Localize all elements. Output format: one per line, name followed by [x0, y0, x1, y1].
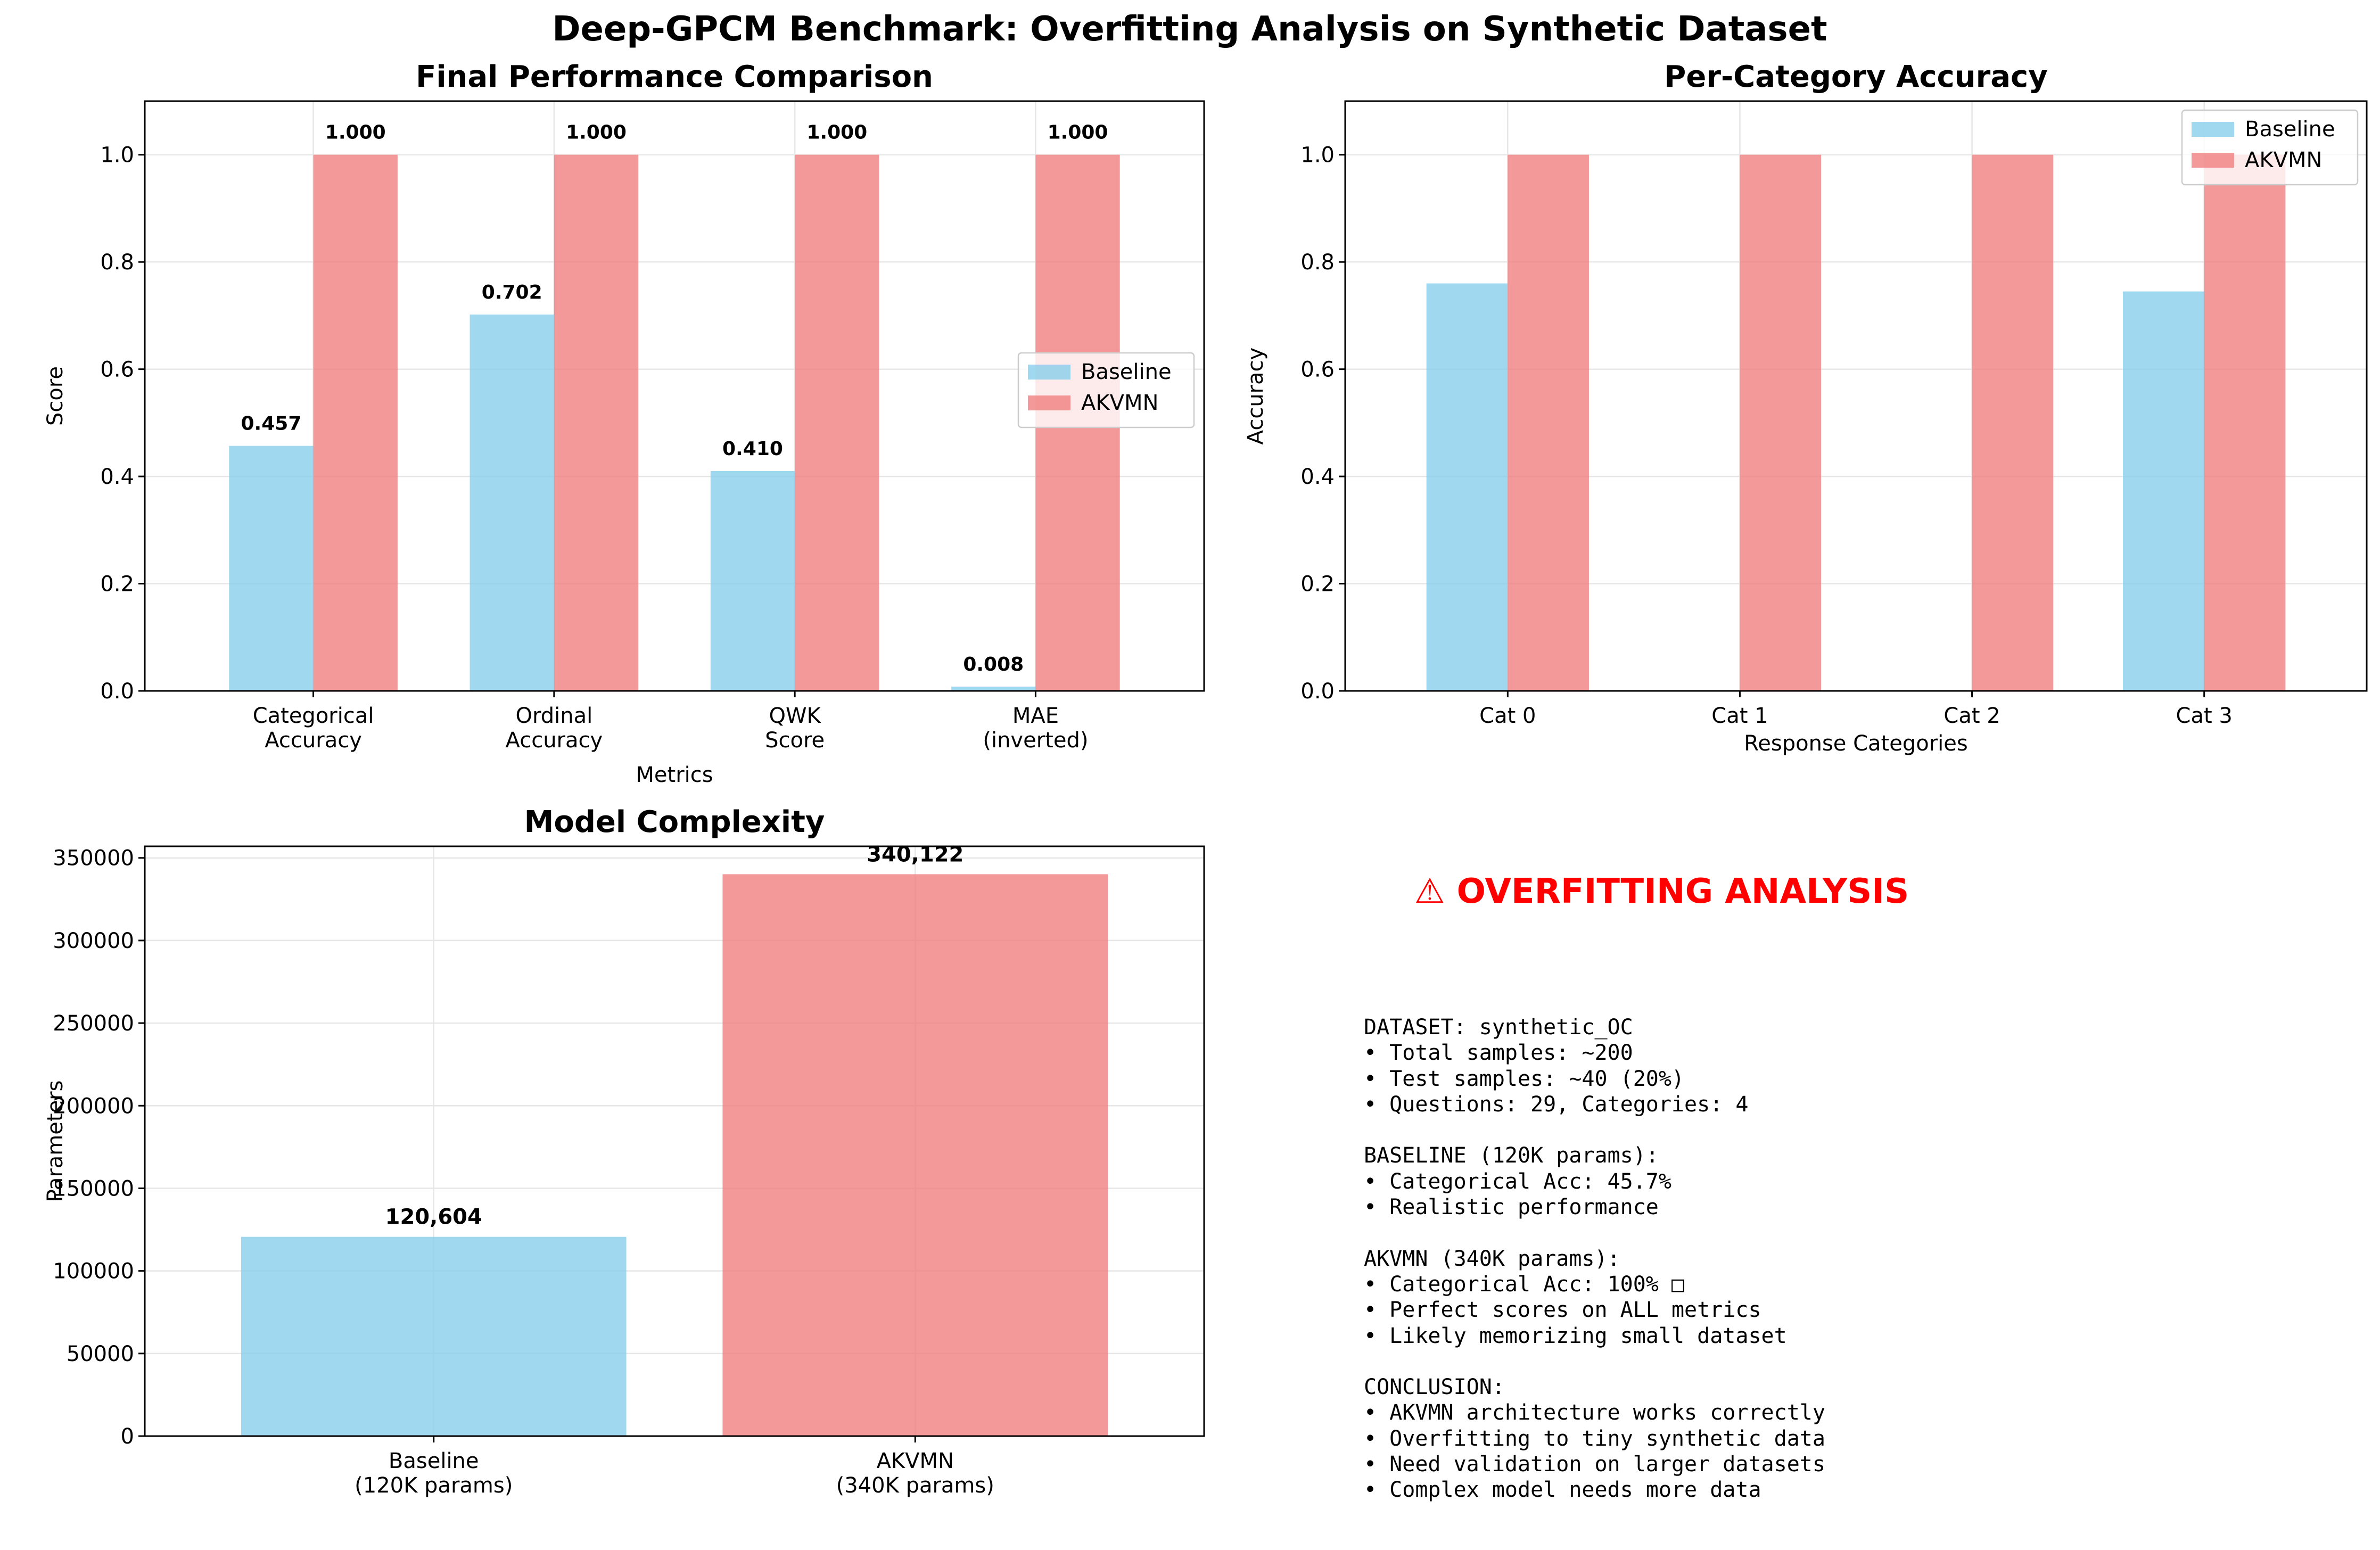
y-tick-label: 50000	[67, 1342, 134, 1366]
baseline-legend-label: Baseline	[1081, 360, 1172, 384]
y-tick-label: 0	[121, 1424, 134, 1449]
x-tick-label: Cat 0	[1479, 704, 1536, 728]
y-axis-label: Parameters	[43, 1081, 68, 1202]
y-tick-label: 0.2	[100, 572, 134, 597]
x-tick-label-line: QWK	[769, 704, 822, 728]
y-tick-label: 300000	[53, 929, 134, 953]
baseline-value-label: 0.457	[241, 413, 302, 435]
x-tick-label: Categorical Accuracy	[253, 704, 374, 753]
akvmn-legend-label: AKVMN	[2245, 148, 2322, 172]
x-tick-label: Cat 3	[2176, 704, 2233, 728]
y-tick-label: 1.0	[100, 143, 134, 168]
y-tick-label: 0.8	[1300, 250, 1335, 275]
baseline-legend-swatch	[2192, 122, 2234, 137]
baseline-parameters-label: 120,604	[385, 1205, 482, 1230]
baseline-legend-swatch	[1028, 365, 1070, 380]
akvmn-bar	[1508, 154, 1589, 691]
overfitting-analysis-text: DATASET: synthetic_OC • Total samples: ~…	[1364, 1015, 1825, 1503]
baseline-value-label: 0.410	[722, 438, 783, 460]
model-complexity-chart: 0 50000 100000 150000 200000 250000 300000 3500…	[43, 805, 1205, 1498]
x-tick-label-line: Accuracy	[265, 728, 362, 753]
y-tick-label: 100000	[53, 1259, 134, 1284]
x-tick-label: MAE (inverted)	[983, 704, 1088, 753]
x-tick-label: Cat 2	[1943, 704, 2000, 728]
akvmn-legend-swatch	[1028, 395, 1070, 410]
x-axis-label: Metrics	[636, 763, 713, 787]
akvmn-bar	[795, 154, 879, 691]
x-axis-label: Response Categories	[1744, 731, 1967, 756]
x-tick-label-line: Cat 0	[1479, 704, 1536, 728]
y-tick-label: 0.6	[1300, 358, 1335, 382]
x-tick-label-line: Cat 3	[2176, 704, 2233, 728]
y-tick-label: 350000	[53, 846, 134, 871]
baseline-bar	[470, 314, 554, 691]
akvmn-bar	[554, 154, 639, 691]
baseline-value-label: 0.008	[963, 654, 1024, 675]
y-axis-label: Accuracy	[1243, 348, 1268, 445]
akvmn-value-label: 1.000	[566, 122, 627, 144]
x-tick-label: Baseline (120K params)	[355, 1449, 513, 1498]
baseline-bar	[229, 446, 314, 691]
baseline-bar	[1426, 283, 1508, 691]
x-tick-label-line: Cat 1	[1711, 704, 1768, 728]
akvmn-legend-swatch	[2192, 153, 2234, 168]
x-tick-label: Cat 1	[1711, 704, 1768, 728]
x-tick-label-line: Ordinal	[516, 704, 593, 728]
akvmn-bar	[1740, 154, 1822, 691]
chart-title: Model Complexity	[524, 805, 825, 839]
y-tick-label: 200000	[53, 1094, 134, 1118]
y-tick-label: 0.0	[1300, 679, 1335, 704]
figure-title: Deep-GPCM Benchmark: Overfitting Analysi…	[552, 10, 1827, 49]
chart-title: Per-Category Accuracy	[1664, 60, 2047, 94]
y-tick-label: 0.8	[100, 250, 134, 275]
x-tick-label-line: Score	[765, 728, 825, 753]
y-tick-label: 0.4	[1300, 465, 1335, 489]
y-tick-label: 250000	[53, 1011, 134, 1036]
akvmn-parameters-bar	[722, 874, 1108, 1436]
y-tick-label: 0.0	[100, 679, 134, 704]
baseline-bar	[710, 471, 795, 691]
chart-title: Final Performance Comparison	[416, 60, 933, 94]
y-tick-label: 0.2	[1300, 572, 1335, 597]
plot-frame	[1344, 100, 2368, 692]
akvmn-value-label: 1.000	[1048, 122, 1108, 144]
x-tick-label: Ordinal Accuracy	[506, 704, 603, 753]
y-tick-label: 0.4	[100, 465, 134, 489]
y-tick-label: 150000	[53, 1176, 134, 1201]
x-tick-label: QWK Score	[765, 704, 825, 753]
akvmn-bar	[313, 154, 398, 691]
x-tick-label: AKVMN (340K params)	[836, 1449, 994, 1498]
x-tick-label-line: Cat 2	[1943, 704, 2000, 728]
x-tick-label-line: (340K params)	[836, 1473, 994, 1498]
baseline-legend-label: Baseline	[2245, 117, 2335, 142]
akvmn-value-label: 1.000	[806, 122, 867, 144]
x-tick-label-line: Categorical	[253, 704, 374, 728]
baseline-parameters-bar	[241, 1236, 627, 1436]
x-tick-label-line: (inverted)	[983, 728, 1088, 753]
plot-frame	[144, 100, 1205, 692]
x-tick-label-line: AKVMN	[877, 1449, 954, 1473]
akvmn-legend-label: AKVMN	[1081, 391, 1158, 415]
y-tick-label: 0.6	[100, 358, 134, 382]
x-tick-label-line: MAE	[1012, 704, 1059, 728]
x-tick-label-line: Baseline	[389, 1449, 479, 1473]
overfitting-analysis-title: ⚠ OVERFITTING ANALYSIS	[1414, 872, 1909, 911]
baseline-bar	[2123, 291, 2204, 691]
baseline-bar	[951, 686, 1036, 691]
akvmn-value-label: 1.000	[325, 122, 386, 144]
akvmn-bar	[1972, 154, 2054, 691]
x-tick-label-line: Accuracy	[506, 728, 603, 753]
akvmn-bar	[2204, 154, 2286, 691]
y-axis-label: Score	[43, 366, 68, 426]
y-tick-label: 1.0	[1300, 143, 1335, 168]
plot-frame	[144, 845, 1205, 1437]
x-tick-label-line: (120K params)	[355, 1473, 513, 1498]
baseline-value-label: 0.702	[482, 282, 542, 303]
performance-chart: 0.0 0.2 0.4 0.6 0.8 1.0 0.457 0.702 0.410 0.008 1.…	[43, 60, 1205, 787]
category-accuracy-chart: 0.0 0.2 0.4 0.6 0.8 1.0 Cat 0 Cat 1 Cat 2 Cat 3 Pe…	[1243, 60, 2368, 756]
